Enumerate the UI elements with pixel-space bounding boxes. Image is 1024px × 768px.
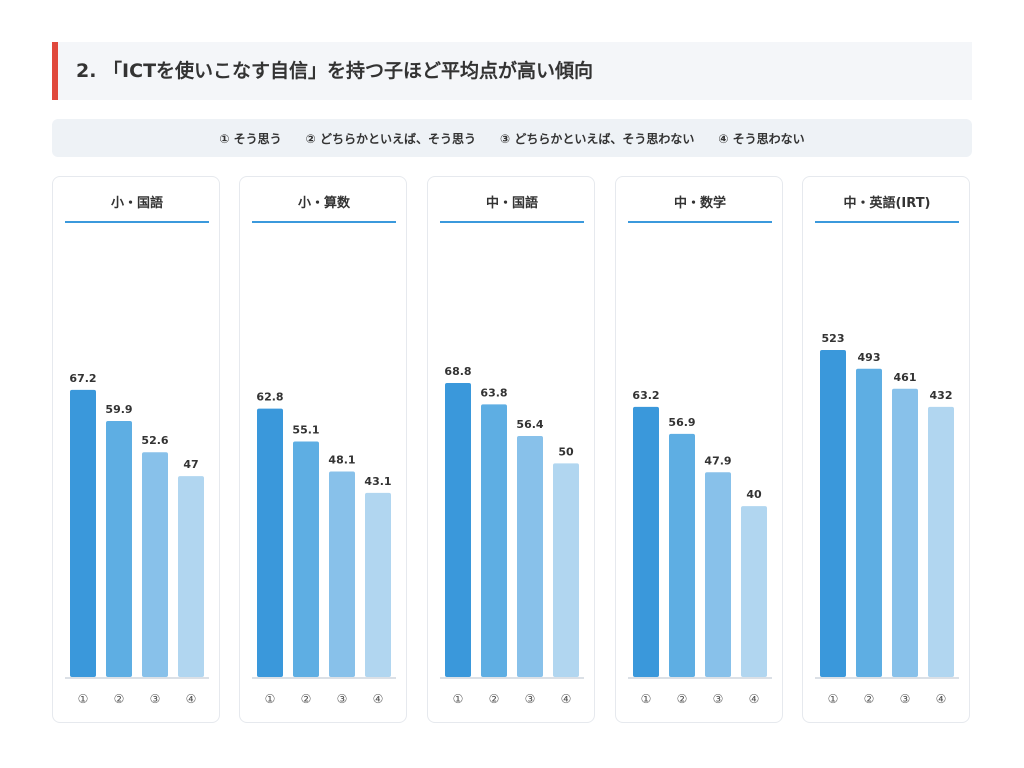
data-label: 40 <box>746 488 762 501</box>
data-label: 48.1 <box>328 453 355 466</box>
x-tick-label: ① <box>265 692 276 706</box>
x-tick-label: ② <box>301 692 312 706</box>
bar <box>106 421 132 677</box>
bar <box>293 441 319 677</box>
data-label: 461 <box>894 371 917 384</box>
bar <box>892 388 918 677</box>
bar-chart-svg: 62.8 ① 55.1 ② 48.1 ③ 43.1 ④ <box>252 391 396 706</box>
legend: ① そう思う ② どちらかといえば、そう思う ③ どちらかといえば、そう思わない… <box>52 119 972 157</box>
x-tick-label: ③ <box>337 692 348 706</box>
data-label: 47.9 <box>704 454 731 467</box>
bar <box>445 383 471 677</box>
chart-title: 中・数学 <box>628 187 772 223</box>
x-tick-label: ③ <box>900 692 911 706</box>
data-label: 523 <box>822 332 845 345</box>
bar <box>705 472 731 677</box>
chart-panel-4: 中・数学 63.2 ① 56.9 ② 47.9 ③ 40 ④ <box>615 176 783 723</box>
bar <box>669 433 695 677</box>
x-tick-label: ② <box>677 692 688 706</box>
data-label: 63.8 <box>480 386 507 399</box>
chart-title: 小・算数 <box>252 187 396 223</box>
x-tick-label: ④ <box>373 692 384 706</box>
chart-title: 中・国語 <box>440 187 584 223</box>
chart-panel-2: 小・算数 62.8 ① 55.1 ② 48.1 ③ 43.1 ④ <box>239 176 407 723</box>
data-label: 47 <box>183 458 198 471</box>
bar-chart-svg: 63.2 ① 56.9 ② 47.9 ③ 40 ④ <box>628 389 772 706</box>
bar <box>481 404 507 677</box>
x-tick-label: ④ <box>936 692 947 706</box>
data-label: 50 <box>558 445 574 458</box>
bar <box>257 408 283 677</box>
bar-chart-svg: 523 ① 493 ② 461 ③ 432 ④ <box>815 332 959 706</box>
data-label: 63.2 <box>632 389 659 402</box>
data-label: 68.8 <box>444 365 471 378</box>
data-label: 56.4 <box>516 418 543 431</box>
legend-item-3: ③ どちらかといえば、そう思わない <box>500 131 695 146</box>
legend-item-2: ② どちらかといえば、そう思う <box>305 131 476 146</box>
chart-panel-1: 小・国語 67.2 ① 59.9 ② 52.6 ③ 47 ④ <box>52 176 220 723</box>
bar-chart-svg: 67.2 ① 59.9 ② 52.6 ③ 47 ④ <box>65 372 209 706</box>
x-tick-label: ① <box>641 692 652 706</box>
bar <box>329 471 355 677</box>
x-tick-label: ① <box>78 692 89 706</box>
x-tick-label: ④ <box>186 692 197 706</box>
x-tick-label: ② <box>489 692 500 706</box>
bar <box>820 350 846 677</box>
legend-item-4: ④ そう思わない <box>718 131 805 146</box>
x-tick-label: ③ <box>525 692 536 706</box>
data-label: 55.1 <box>292 424 319 437</box>
bar <box>517 435 543 677</box>
x-tick-label: ④ <box>749 692 760 706</box>
data-label: 59.9 <box>105 403 132 416</box>
data-label: 62.8 <box>256 391 283 404</box>
x-tick-label: ③ <box>150 692 161 706</box>
bar-chart-svg: 68.8 ① 63.8 ② 56.4 ③ 50 ④ <box>440 365 584 706</box>
x-tick-label: ② <box>864 692 875 706</box>
bar <box>856 368 882 677</box>
bar <box>633 406 659 677</box>
page-title: 2. 「ICTを使いこなす自信」を持つ子ほど平均点が高い傾向 <box>76 60 594 82</box>
header-bar: 2. 「ICTを使いこなす自信」を持つ子ほど平均点が高い傾向 <box>52 42 972 100</box>
data-label: 493 <box>858 351 881 364</box>
data-label: 52.6 <box>141 434 168 447</box>
chart-title: 中・英語(IRT) <box>815 187 959 223</box>
data-label: 43.1 <box>364 475 391 488</box>
bar <box>70 389 96 677</box>
bar <box>178 476 204 677</box>
x-tick-label: ④ <box>561 692 572 706</box>
chart-title: 小・国語 <box>65 187 209 223</box>
bar <box>928 406 954 677</box>
bar <box>142 452 168 677</box>
chart-panel-3: 中・国語 68.8 ① 63.8 ② 56.4 ③ 50 ④ <box>427 176 595 723</box>
legend-item-1: ① そう思う <box>219 131 282 146</box>
bar <box>741 506 767 677</box>
bar <box>553 463 579 677</box>
chart-panel-5: 中・英語(IRT) 523 ① 493 ② 461 ③ 432 ④ <box>802 176 970 723</box>
data-label: 67.2 <box>69 372 96 385</box>
x-tick-label: ③ <box>713 692 724 706</box>
data-label: 432 <box>930 389 953 402</box>
x-tick-label: ① <box>828 692 839 706</box>
x-tick-label: ② <box>114 692 125 706</box>
data-label: 56.9 <box>668 416 695 429</box>
x-tick-label: ① <box>453 692 464 706</box>
bar <box>365 492 391 677</box>
